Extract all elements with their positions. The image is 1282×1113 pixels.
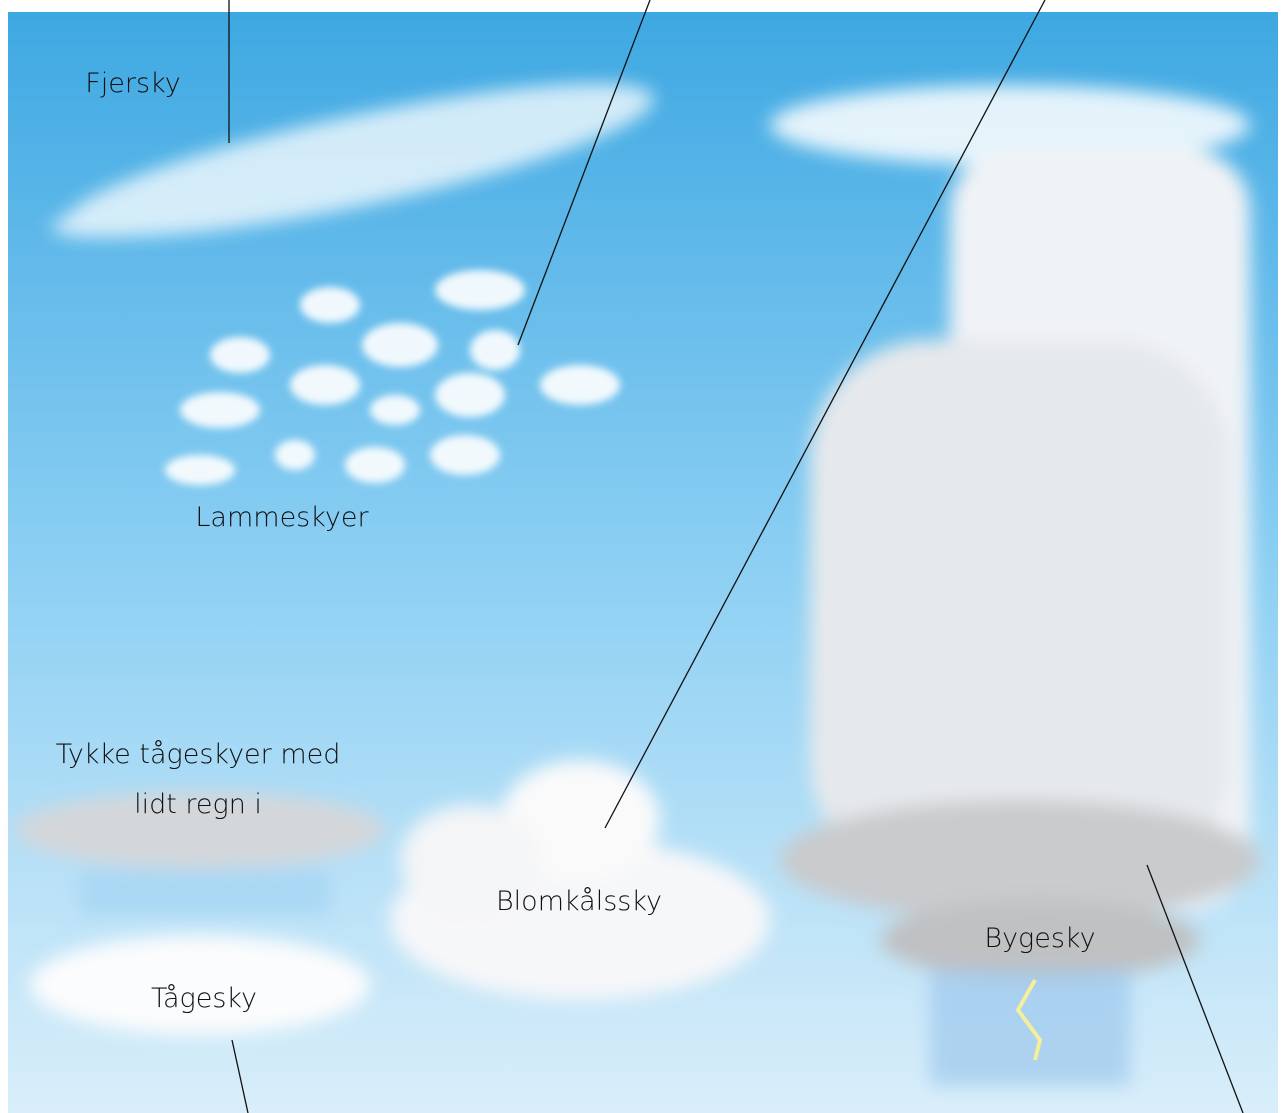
label: Bygesky [984,923,1095,954]
label: Fjersky [85,68,180,99]
illustration: Fjersky Lammeskyer Tykke tågeskyer med l… [0,0,1282,1113]
label: lidt regn i [134,789,262,820]
label: Tågesky [151,983,257,1014]
label: Blomkålssky [496,886,662,917]
label: Lammeskyer [195,502,369,533]
label: Tykke tågeskyer med [56,739,341,770]
